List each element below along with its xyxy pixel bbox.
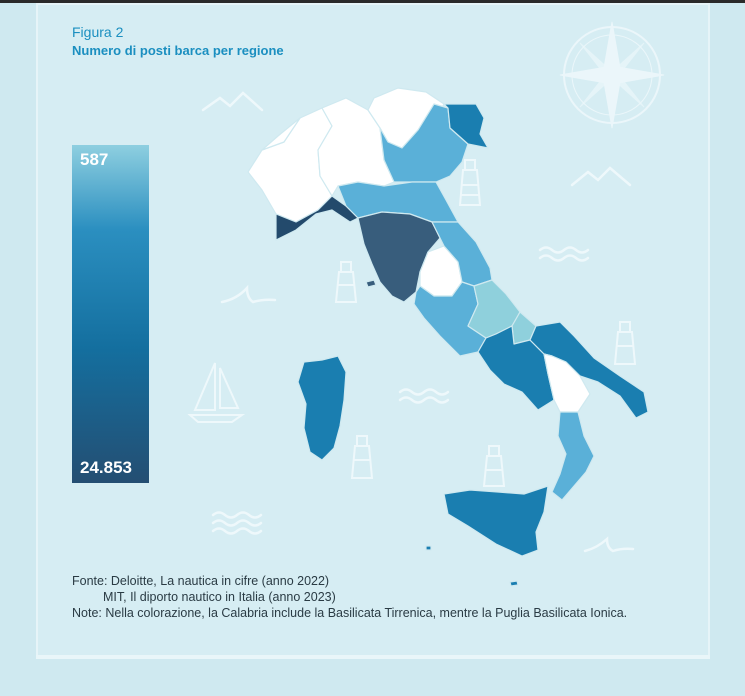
italy-map (187, 21, 665, 587)
source-line-1: Fonte: Deloitte, La nautica in cifre (an… (72, 574, 330, 588)
lighthouse-icon (334, 261, 358, 303)
sailboat-icon (187, 362, 246, 423)
mountain-icon (570, 166, 632, 187)
lighthouse-icon (350, 435, 374, 479)
legend-gradient-bar (72, 145, 149, 483)
compass-rose-icon (559, 21, 665, 129)
region-liguria (275, 195, 359, 241)
island-lampedusa (509, 580, 519, 587)
region-calabria (551, 411, 595, 501)
island-egadi (425, 545, 432, 551)
lighthouse-icon (613, 321, 637, 365)
wave-icon (398, 388, 450, 404)
island-elba (365, 279, 377, 288)
wave-icon (211, 511, 263, 535)
lighthouse-icon (482, 445, 506, 487)
source-notes: Fonte: Deloitte, La nautica in cifre (an… (72, 573, 627, 621)
legend-max-label: 587 (80, 150, 109, 169)
region-sicilia (443, 485, 549, 557)
region-friuli-venezia-giulia (443, 103, 489, 149)
panel-bottom-line (36, 655, 710, 659)
shark-fin-icon (583, 536, 635, 553)
source-line-2: MIT, Il diporto nautico in Italia (anno … (103, 590, 336, 604)
region-valle-d-aosta (261, 117, 301, 151)
region-sardegna (297, 355, 347, 461)
mountain-icon (201, 91, 264, 112)
lighthouse-icon (458, 159, 482, 206)
note-line: Note: Nella colorazione, la Calabria inc… (72, 606, 628, 620)
figure-title: Numero di posti barca per regione (72, 43, 284, 58)
legend-min-label: 24.853 (80, 458, 132, 477)
shark-fin-icon (220, 284, 277, 304)
region-basilicata (543, 353, 591, 413)
top-border (0, 0, 745, 3)
figure-label: Figura 2 (72, 24, 124, 40)
region-toscana (357, 211, 441, 303)
wave-icon (538, 246, 590, 262)
